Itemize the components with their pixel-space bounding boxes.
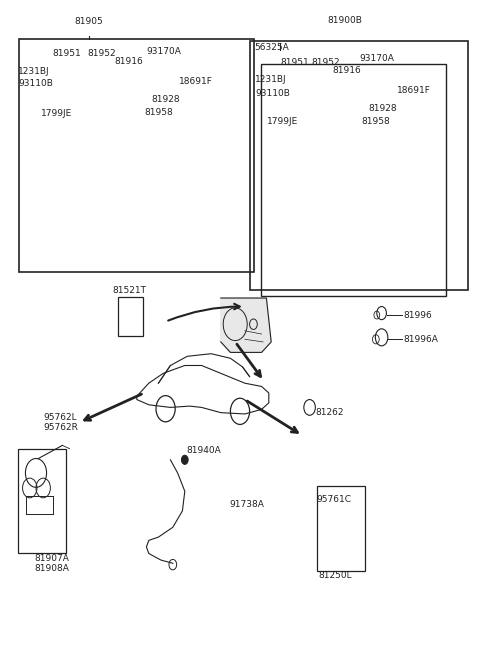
Text: 81996A: 81996A (403, 335, 438, 344)
Text: 81250L: 81250L (318, 571, 352, 580)
Text: 81521T: 81521T (113, 286, 146, 295)
Text: 93170A: 93170A (146, 47, 181, 56)
Text: 81928: 81928 (369, 104, 397, 113)
Text: 95762R: 95762R (43, 422, 78, 432)
Text: 81900B: 81900B (327, 16, 362, 25)
Text: 1231BJ: 1231BJ (255, 75, 287, 84)
Text: 93110B: 93110B (18, 79, 53, 88)
Text: 95762L: 95762L (43, 413, 77, 422)
Bar (250, 41, 468, 290)
Bar (317, 486, 365, 571)
Circle shape (181, 455, 188, 464)
Text: 81951: 81951 (53, 49, 82, 58)
Text: 1799JE: 1799JE (41, 109, 72, 119)
Text: 81996: 81996 (403, 310, 432, 320)
Bar (18, 449, 66, 553)
Text: 93170A: 93170A (359, 54, 394, 64)
Text: 81916: 81916 (333, 66, 361, 75)
Text: 81958: 81958 (361, 117, 390, 126)
Text: 1231BJ: 1231BJ (18, 67, 50, 76)
Bar (118, 297, 143, 336)
Text: 81940A: 81940A (186, 446, 221, 455)
Text: 81952: 81952 (311, 58, 340, 67)
Text: 81908A: 81908A (35, 564, 70, 573)
Text: 18691F: 18691F (396, 86, 431, 95)
Text: 81952: 81952 (88, 49, 117, 58)
Text: 81905: 81905 (74, 17, 103, 26)
Text: 81951: 81951 (281, 58, 310, 67)
Text: 95761C: 95761C (317, 495, 352, 504)
Text: 81907A: 81907A (35, 553, 70, 563)
Polygon shape (221, 298, 271, 352)
Text: 81916: 81916 (114, 57, 143, 66)
Text: 1799JE: 1799JE (267, 117, 298, 126)
Bar (19, 39, 254, 272)
Text: 81262: 81262 (316, 408, 344, 417)
Text: 93110B: 93110B (255, 88, 290, 98)
Text: 81958: 81958 (144, 108, 173, 117)
Text: 18691F: 18691F (179, 77, 213, 86)
Text: 91738A: 91738A (229, 500, 264, 509)
Text: 56325A: 56325A (254, 43, 289, 52)
Text: 81928: 81928 (152, 95, 180, 104)
Bar (261, 64, 446, 296)
